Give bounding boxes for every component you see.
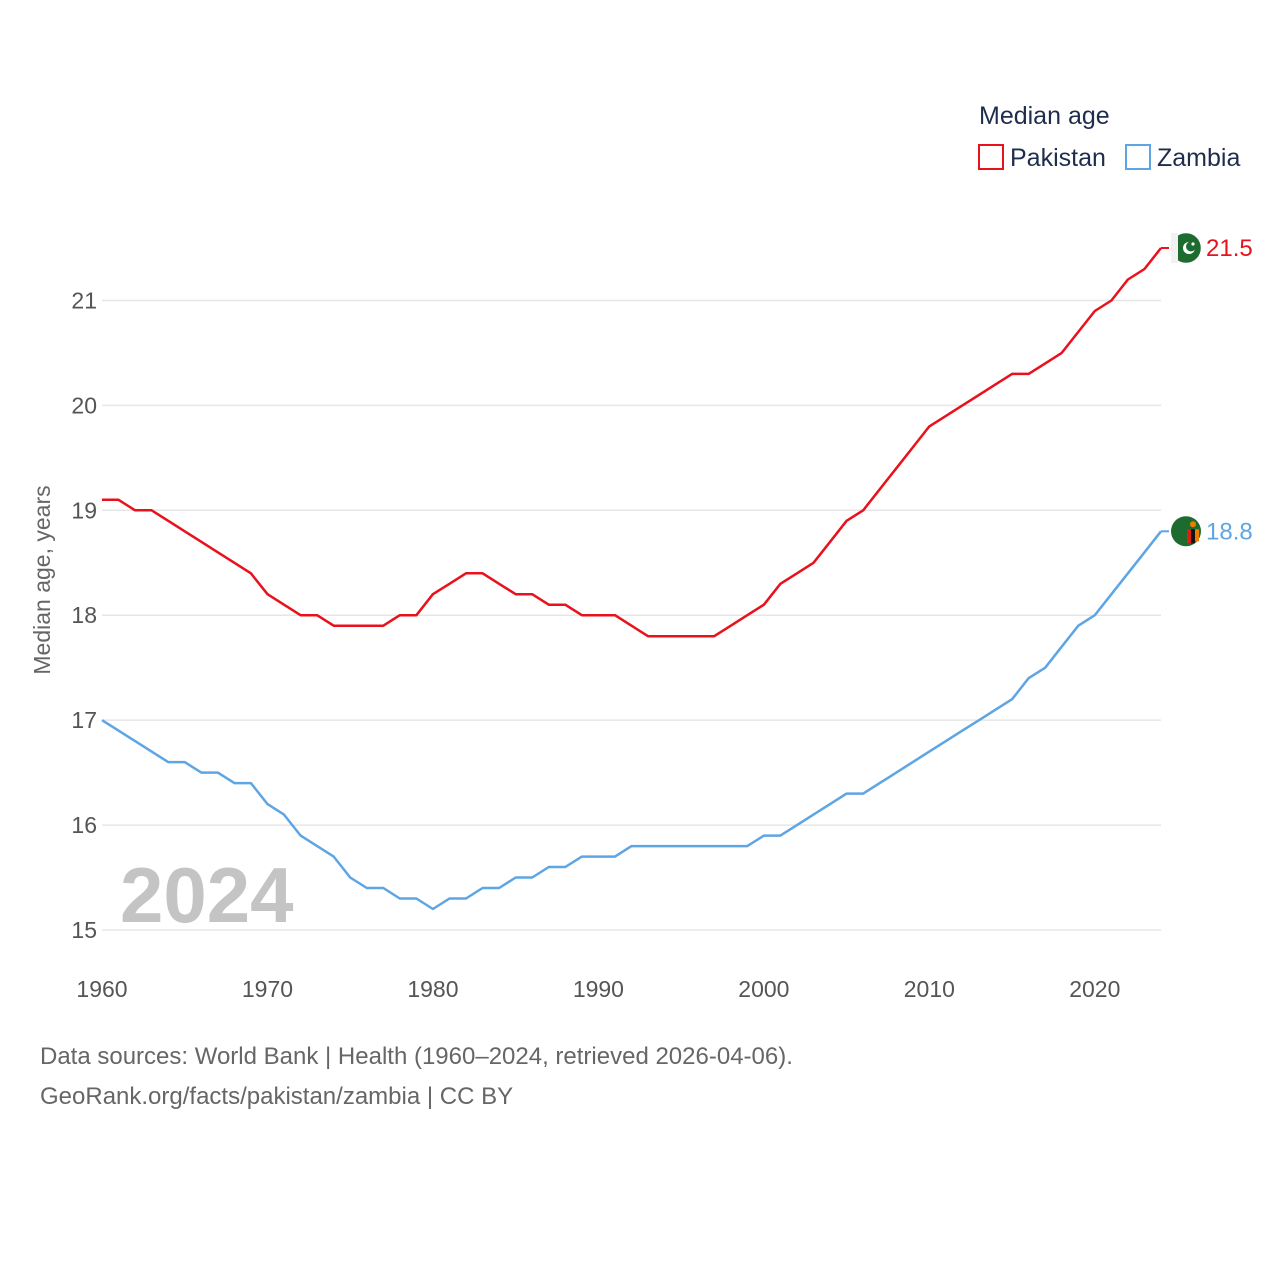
y-tick-label: 21: [71, 287, 97, 313]
x-tick-label: 1990: [573, 976, 624, 1002]
legend-item-pakistan[interactable]: Pakistan: [978, 144, 1106, 172]
series-line-zambia: [101, 530, 1162, 911]
legend-title: Median age: [979, 102, 1110, 130]
end-value-label-pakistan: 21.5: [1206, 235, 1253, 262]
y-tick-label: 19: [71, 497, 97, 523]
legend-swatch-zambia: [1125, 144, 1151, 170]
legend-label-pakistan: Pakistan: [1010, 144, 1106, 172]
x-tick-label: 1970: [242, 976, 293, 1002]
y-axis-title: Median age, years: [29, 485, 55, 674]
source-link[interactable]: GeoRank.org/facts/pakistan/zambia | CC B…: [40, 1083, 514, 1110]
x-axis-ticks: 1960 1970 1980 1990 2000 2010 2020: [76, 976, 1120, 1002]
series-lines: [101, 247, 1162, 911]
y-axis-ticks: 15 16 17 18 19 20 21: [71, 287, 97, 943]
x-tick-label: 1980: [407, 976, 458, 1002]
legend-swatch-pakistan: [978, 144, 1004, 170]
legend: Median age Pakistan Zambia: [978, 102, 1240, 172]
series-line-pakistan: [102, 247, 1162, 638]
x-tick-label: 2020: [1069, 976, 1120, 1002]
y-tick-label: 15: [71, 917, 97, 943]
zambia-flag-icon: [1171, 516, 1201, 547]
legend-label-zambia: Zambia: [1157, 144, 1240, 172]
y-tick-label: 18: [71, 602, 97, 628]
y-tick-label: 16: [71, 812, 97, 838]
x-tick-label: 2010: [904, 976, 955, 1002]
year-watermark: 2024: [120, 851, 294, 939]
pakistan-flag-icon: [1170, 232, 1202, 264]
x-tick-label: 1960: [76, 976, 127, 1002]
end-value-label-zambia: 18.8: [1206, 518, 1253, 545]
data-source-note: Data sources: World Bank | Health (1960–…: [40, 1043, 793, 1070]
x-tick-label: 2000: [738, 976, 789, 1002]
legend-item-zambia[interactable]: Zambia: [1125, 144, 1240, 172]
series-end-markers: 21.5 18.8: [1161, 232, 1253, 547]
y-tick-label: 20: [71, 392, 97, 418]
line-chart: 15 16 17 18 19 20 21 1960 1970 1980 1990 2000 2010 2…: [29, 102, 1253, 1002]
y-tick-label: 17: [71, 707, 97, 733]
gridlines: [102, 299, 1161, 931]
